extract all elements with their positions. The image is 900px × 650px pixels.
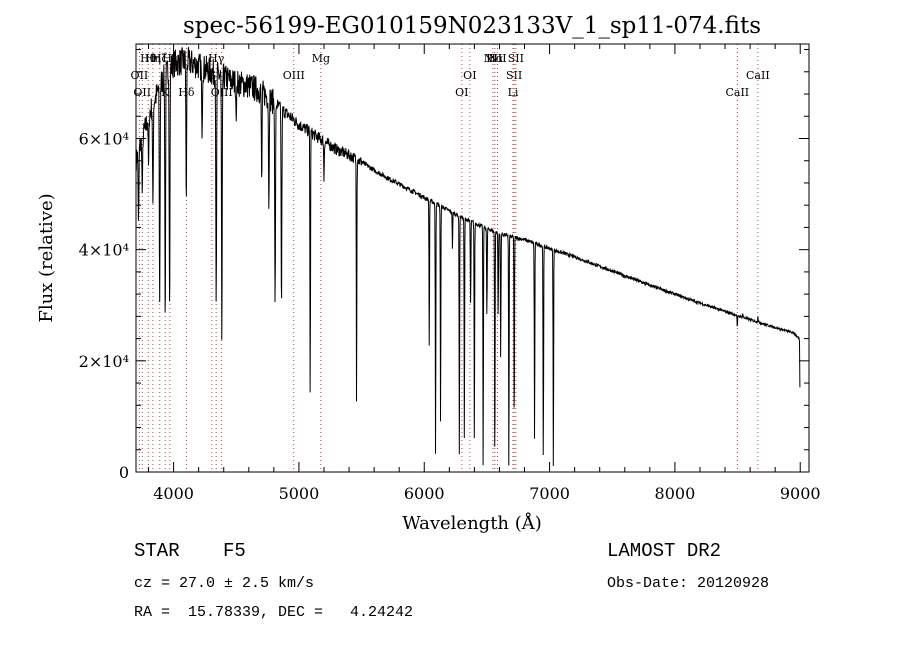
line-marker-label: Hα [486, 52, 504, 65]
y-tick-label: 6×10⁴ [79, 129, 129, 148]
line-marker-label: CaII [746, 69, 770, 82]
x-tick-label: 8000 [655, 484, 696, 503]
spectral-subclass: F5 [223, 540, 246, 562]
x-tick-label: 6000 [404, 484, 445, 503]
line-marker-label: OI [455, 86, 468, 99]
line-marker-label: NII [488, 52, 506, 65]
line-marker-label: OIII [211, 86, 233, 99]
y-axis-label: Flux (relative) [36, 193, 57, 322]
line-marker-label: OII [133, 86, 151, 99]
line-marker-label: CaII [725, 86, 749, 99]
line-marker-label: OII [131, 69, 149, 82]
line-marker-label: Li [508, 86, 519, 99]
line-marker-label: NII [484, 52, 502, 65]
line-marker-label: SII [506, 69, 522, 82]
observation-date: Obs-Date: 20120928 [607, 575, 770, 592]
y-tick-label: 2×10⁴ [79, 352, 129, 371]
line-markers: OIIOIIHθHηHζKHεHδGHγOIIIOIIIMgOIOINIIHαN… [131, 44, 770, 472]
x-tick-label: 4000 [153, 484, 194, 503]
survey-name: LAMOST DR2 [607, 540, 722, 562]
line-marker-label: Mg [312, 52, 330, 65]
y-tick-label: 0 [119, 463, 129, 482]
redshift-velocity: cz = 27.0 ± 2.5 km/s [134, 575, 315, 592]
plot-frame [135, 43, 810, 473]
axes: 4000 5000 6000 7000 8000 9000 0 2×10⁴ 4×10⁴ 6×10⁴ [79, 44, 821, 503]
line-marker-label: OI [463, 69, 476, 82]
x-tick-label: 5000 [279, 484, 320, 503]
line-marker-label: SII [508, 52, 524, 65]
chart-title: spec-56199-EG010159N023133V_1_sp11-074.f… [183, 13, 761, 39]
x-tick-label: 9000 [780, 484, 821, 503]
x-tick-label: 7000 [529, 484, 570, 503]
sky-coordinates: RA = 15.78339, DEC = 4.24242 [134, 604, 414, 621]
y-tick-label: 4×10⁴ [79, 241, 129, 260]
object-class: STAR [134, 540, 180, 562]
spectrum-line [135, 46, 801, 467]
line-marker-label: OIII [283, 69, 305, 82]
line-marker-label: Hζ [152, 52, 168, 65]
line-marker-label: Hγ [208, 52, 225, 65]
line-marker-label: Hη [145, 52, 161, 65]
spectrum-series [135, 46, 801, 467]
line-marker-label: Hθ [140, 52, 157, 65]
x-axis-label: Wavelength (Å) [402, 512, 542, 534]
